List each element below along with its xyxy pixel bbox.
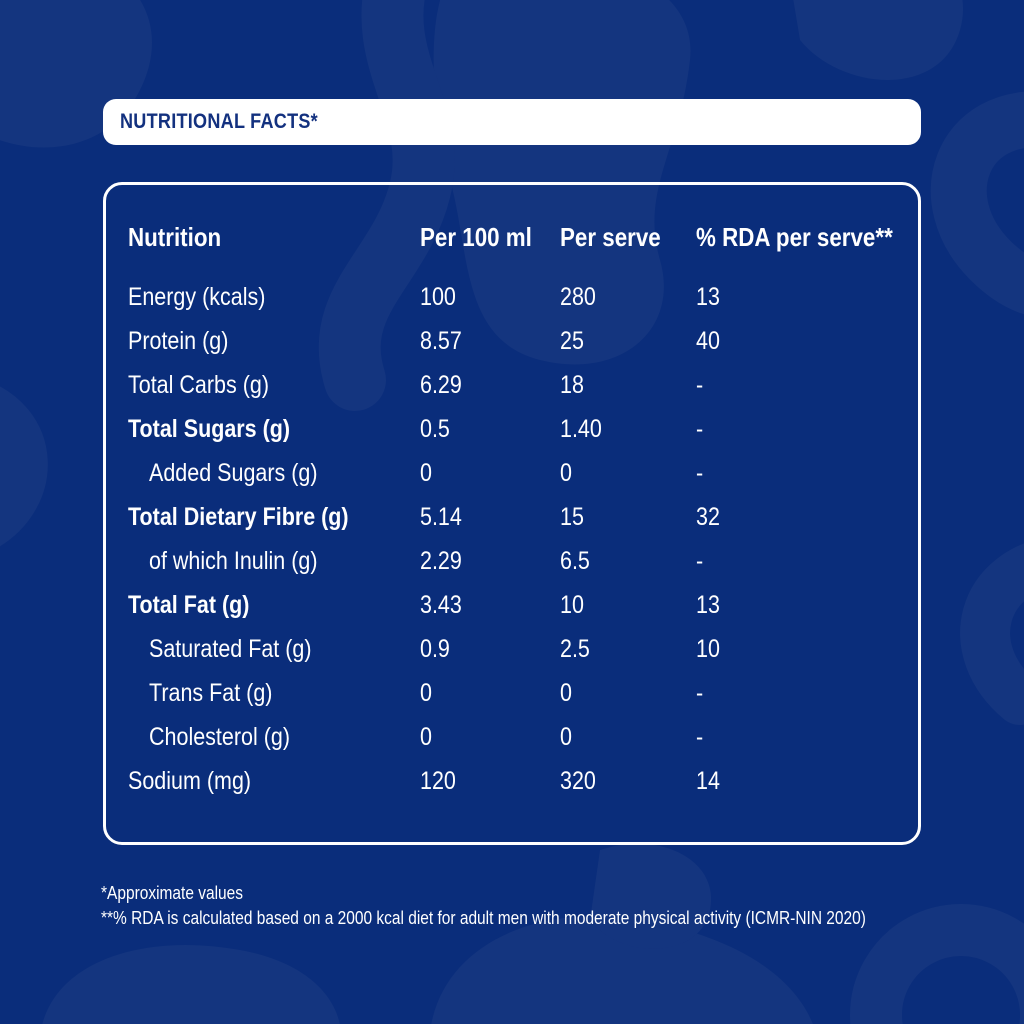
value-per-100ml: 0.9 xyxy=(420,634,450,663)
table-row-trans-fat: Trans Fat (g) 0 0 - xyxy=(128,671,896,715)
value-rda: - xyxy=(696,370,704,399)
value-per-serve: 18 xyxy=(560,370,584,399)
footnote-rda-basis: **% RDA is calculated based on a 2000 kc… xyxy=(101,908,866,928)
value-per-100ml: 120 xyxy=(420,766,456,795)
row-label: of which Inulin (g) xyxy=(149,546,318,575)
row-label: Added Sugars (g) xyxy=(149,458,318,487)
row-label: Sodium (mg) xyxy=(128,766,252,795)
row-label: Total Dietary Fibre (g) xyxy=(128,502,349,531)
column-header-per-100ml: Per 100 ml xyxy=(420,221,532,252)
value-per-serve: 0 xyxy=(560,678,572,707)
value-rda: - xyxy=(696,678,704,707)
value-per-serve: 2.5 xyxy=(560,634,590,663)
row-label: Energy (kcals) xyxy=(128,282,266,311)
row-label: Protein (g) xyxy=(128,326,229,355)
table-row-energy: Energy (kcals) 100 280 13 xyxy=(128,275,896,319)
table-row-added-sugars: Added Sugars (g) 0 0 - xyxy=(128,451,896,495)
value-per-serve: 10 xyxy=(560,590,584,619)
row-label: Total Sugars (g) xyxy=(128,414,291,443)
value-per-serve: 0 xyxy=(560,458,572,487)
value-per-100ml: 6.29 xyxy=(420,370,462,399)
table-row-total-dietary-fibre: Total Dietary Fibre (g) 5.14 15 32 xyxy=(128,495,896,539)
value-per-serve: 6.5 xyxy=(560,546,590,575)
table-row-protein: Protein (g) 8.57 25 40 xyxy=(128,319,896,363)
value-rda: 40 xyxy=(696,326,720,355)
table-row-saturated-fat: Saturated Fat (g) 0.9 2.5 10 xyxy=(128,627,896,671)
value-per-serve: 1.40 xyxy=(560,414,602,443)
row-label: Total Carbs (g) xyxy=(128,370,269,399)
column-header-per-serve: Per serve xyxy=(560,221,661,252)
value-rda: - xyxy=(696,546,704,575)
column-header-nutrition: Nutrition xyxy=(128,221,222,252)
table-row-inulin: of which Inulin (g) 2.29 6.5 - xyxy=(128,539,896,583)
row-label: Trans Fat (g) xyxy=(149,678,273,707)
value-rda: 13 xyxy=(696,590,720,619)
nutrition-table-panel: Nutrition Per 100 ml Per serve % RDA per… xyxy=(103,182,921,845)
value-rda: - xyxy=(696,722,704,751)
table-row-cholesterol: Cholesterol (g) 0 0 - xyxy=(128,715,896,759)
row-label: Total Fat (g) xyxy=(128,590,250,619)
value-per-100ml: 2.29 xyxy=(420,546,462,575)
value-per-serve: 25 xyxy=(560,326,584,355)
table-header-row: Nutrition Per 100 ml Per serve % RDA per… xyxy=(128,211,896,263)
table-row-total-fat: Total Fat (g) 3.43 10 13 xyxy=(128,583,896,627)
value-per-100ml: 5.14 xyxy=(420,502,462,531)
title-bar: NUTRITIONAL FACTS* xyxy=(103,99,921,145)
row-label: Saturated Fat (g) xyxy=(149,634,312,663)
table-row-total-carbs: Total Carbs (g) 6.29 18 - xyxy=(128,363,896,407)
footnote-approximate-values: *Approximate values xyxy=(101,883,243,903)
footnotes: *Approximate values **% RDA is calculate… xyxy=(101,881,990,931)
value-per-100ml: 0.5 xyxy=(420,414,450,443)
value-rda: 32 xyxy=(696,502,720,531)
value-per-100ml: 0 xyxy=(420,722,432,751)
value-rda: 14 xyxy=(696,766,720,795)
value-rda: - xyxy=(696,414,704,443)
value-per-100ml: 3.43 xyxy=(420,590,462,619)
table-row-total-sugars: Total Sugars (g) 0.5 1.40 - xyxy=(128,407,896,451)
column-header-rda-per-serve: % RDA per serve** xyxy=(696,221,893,252)
value-per-serve: 280 xyxy=(560,282,596,311)
value-per-100ml: 0 xyxy=(420,458,432,487)
value-per-serve: 0 xyxy=(560,722,572,751)
value-per-serve: 320 xyxy=(560,766,596,795)
value-per-100ml: 0 xyxy=(420,678,432,707)
value-rda: - xyxy=(696,458,704,487)
page-title: NUTRITIONAL FACTS* xyxy=(120,110,318,133)
value-per-serve: 15 xyxy=(560,502,584,531)
value-rda: 13 xyxy=(696,282,720,311)
value-per-100ml: 8.57 xyxy=(420,326,462,355)
table-row-sodium: Sodium (mg) 120 320 14 xyxy=(128,759,896,803)
value-rda: 10 xyxy=(696,634,720,663)
value-per-100ml: 100 xyxy=(420,282,456,311)
row-label: Cholesterol (g) xyxy=(149,722,290,751)
